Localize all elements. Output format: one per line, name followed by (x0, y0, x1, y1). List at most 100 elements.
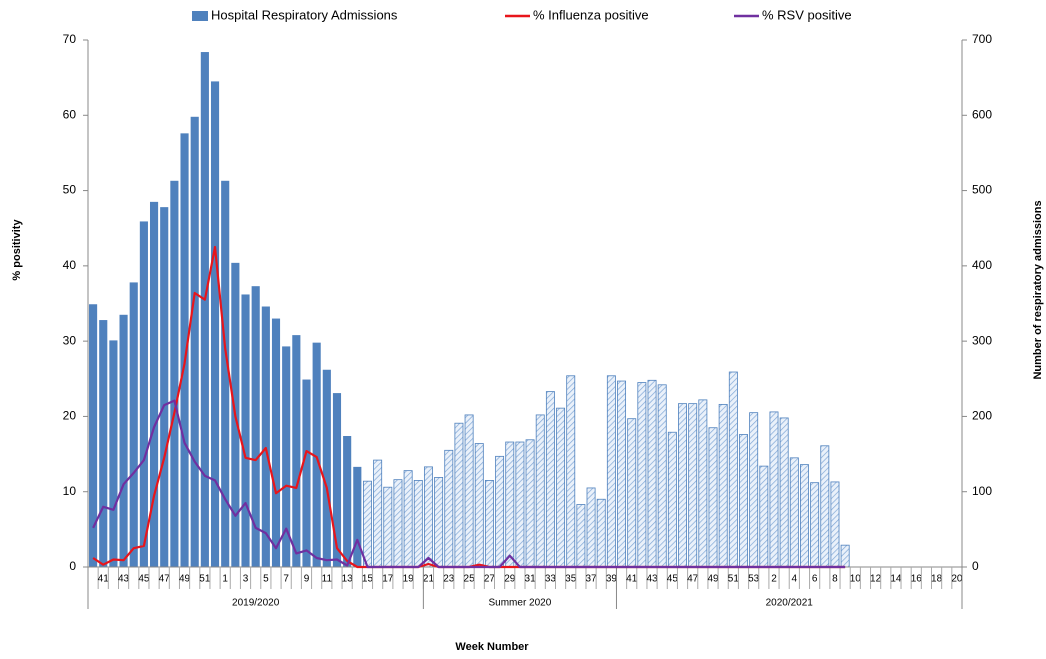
bar (241, 294, 250, 567)
x-tick-label: 3 (243, 574, 249, 585)
x-axis-title: Week Number (455, 641, 529, 653)
x-tick-label: 31 (525, 574, 537, 585)
x-tick-label: 23 (443, 574, 455, 585)
bar (474, 443, 484, 568)
bar (759, 465, 769, 568)
bar (221, 180, 230, 567)
x-tick-label: 4 (792, 574, 798, 585)
bar (495, 455, 505, 568)
y-tick-label: 40 (63, 258, 77, 272)
bar (271, 318, 281, 567)
bar (292, 335, 301, 567)
bar (606, 375, 616, 568)
x-tick-label: 21 (423, 574, 435, 585)
x-tick-label: 41 (98, 574, 110, 585)
bar (200, 52, 209, 567)
bar (464, 414, 474, 568)
x-tick-label: 20 (951, 574, 963, 585)
y2-axis-title: Number of respiratory admissions (1032, 200, 1044, 379)
y2-tick-label: 500 (972, 183, 992, 197)
bar (505, 441, 515, 568)
bar (484, 480, 494, 568)
bar (119, 314, 128, 567)
y-tick-label: 50 (63, 183, 77, 197)
bar (667, 431, 677, 568)
bar (363, 480, 372, 568)
group-label: Summer 2020 (489, 598, 552, 609)
x-tick-label: 7 (283, 574, 289, 585)
x-tick-label: 14 (890, 574, 902, 585)
bar (515, 441, 525, 568)
bar (190, 116, 199, 567)
bar (820, 445, 830, 568)
x-tick-label: 9 (304, 574, 310, 585)
bar (647, 379, 657, 568)
bar (373, 459, 383, 568)
bar (454, 422, 464, 568)
bar (99, 320, 108, 567)
bar (678, 403, 687, 568)
bar (749, 412, 759, 568)
bar (210, 81, 220, 568)
bar (160, 207, 169, 568)
x-tick-label: 12 (870, 574, 882, 585)
bar (708, 427, 718, 568)
bar (312, 342, 321, 567)
bar (525, 439, 535, 568)
x-tick-label: 27 (484, 574, 496, 585)
bar (413, 480, 423, 568)
bar (830, 481, 840, 568)
bar (657, 384, 667, 568)
x-tick-label: 25 (464, 574, 476, 585)
y-tick-label: 30 (63, 333, 77, 347)
x-tick-label: 18 (931, 574, 943, 585)
bar (393, 479, 403, 568)
bar (566, 375, 576, 568)
bar (800, 464, 809, 568)
bar (434, 477, 444, 568)
bar (535, 414, 545, 568)
bar (423, 466, 433, 568)
y2-tick-label: 300 (972, 333, 992, 347)
bar (545, 391, 555, 568)
x-tick-label: 49 (707, 574, 719, 585)
x-tick-label: 49 (179, 574, 191, 585)
bar (139, 221, 148, 567)
x-tick-label: 43 (646, 574, 658, 585)
x-tick-label: 47 (159, 574, 171, 585)
x-tick-label: 11 (322, 574, 333, 585)
bar (403, 470, 413, 568)
x-tick-label: 16 (911, 574, 923, 585)
bar (332, 393, 342, 567)
y2-tick-label: 700 (972, 32, 992, 46)
x-tick-label: 2 (771, 574, 777, 585)
bar (627, 418, 637, 568)
x-tick-label: 37 (585, 574, 597, 585)
bar (779, 417, 789, 568)
bar (769, 411, 779, 568)
x-tick-label: 5 (263, 574, 269, 585)
x-tick-label: 29 (504, 574, 516, 585)
x-tick-label: 17 (382, 574, 394, 585)
y2-tick-label: 400 (972, 258, 992, 272)
bar (444, 449, 454, 568)
x-tick-label: 45 (667, 574, 679, 585)
legend-label: Hospital Respiratory Admissions (211, 7, 398, 22)
x-tick-label: 1 (222, 574, 228, 585)
y2-tick-label: 100 (972, 484, 992, 498)
bar (383, 486, 393, 568)
bar (810, 482, 820, 568)
bar (789, 457, 799, 568)
bar (343, 436, 352, 567)
x-tick-label: 15 (362, 574, 374, 585)
y-tick-label: 70 (63, 32, 77, 46)
x-tick-label: 43 (118, 574, 130, 585)
x-tick-label: 33 (545, 574, 557, 585)
x-tick-label: 6 (812, 574, 818, 585)
x-tick-label: 51 (728, 574, 740, 585)
bar (251, 286, 260, 567)
bar (586, 487, 596, 568)
group-label: 2020/2021 (766, 598, 814, 609)
bar (180, 133, 189, 567)
